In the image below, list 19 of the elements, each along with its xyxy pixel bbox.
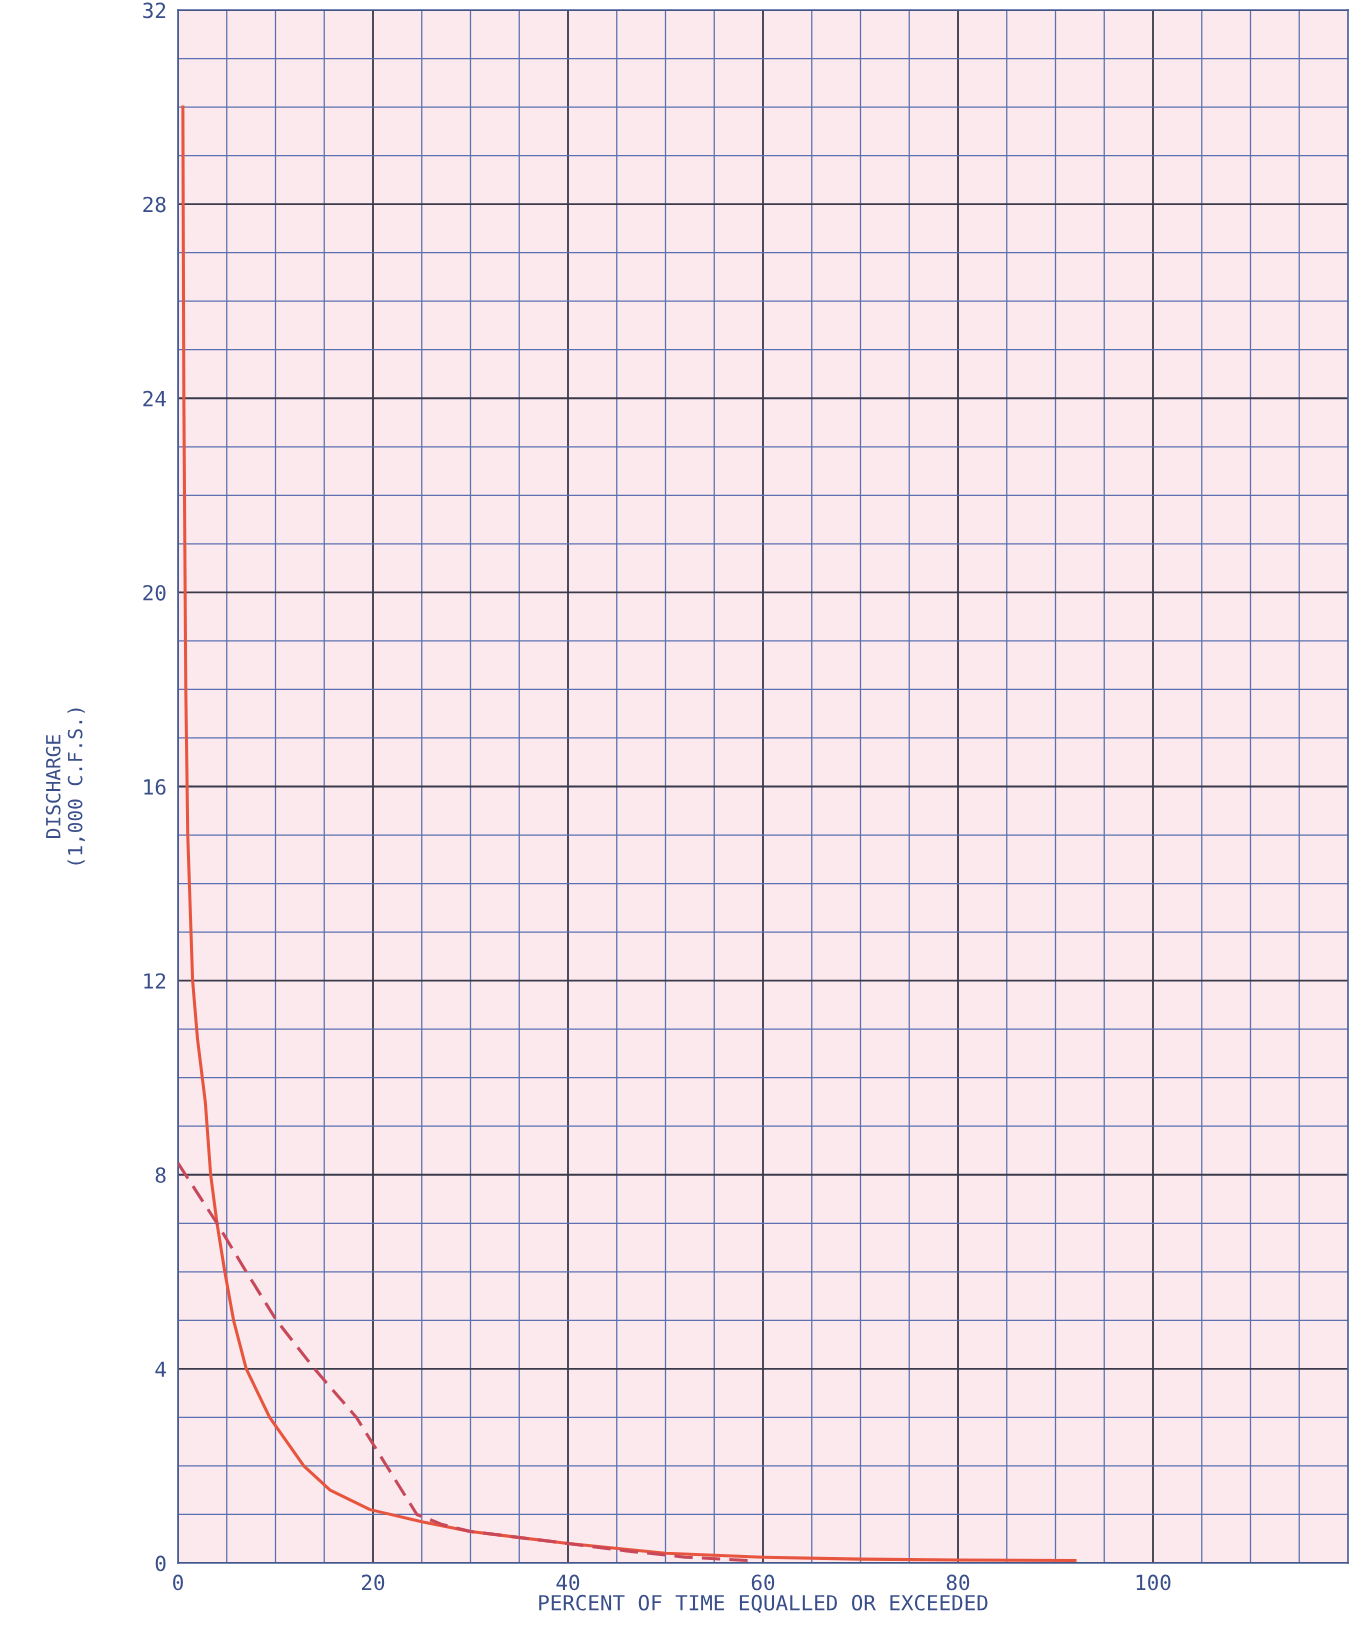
y-tick-label: 12 <box>144 973 166 989</box>
y-tick-label: 20 <box>143 584 166 601</box>
x-tick-label: 0 <box>173 1574 183 1591</box>
x-tick-label: 100 <box>1136 1574 1171 1591</box>
y-tick-label: 32 <box>143 2 166 19</box>
y-axis-title: DISCHARGE (1,000 C.F.S.) <box>45 708 85 865</box>
x-tick-label: 20 <box>362 1574 385 1591</box>
x-axis-title: PERCENT OF TIME EQUALLED OR EXCEEDED <box>539 1594 988 1614</box>
y-tick-label: 4 <box>155 1361 166 1377</box>
y-tick-label: 0 <box>155 1555 166 1572</box>
x-tick-label: 80 <box>946 1574 970 1591</box>
x-tick-label: 40 <box>556 1574 580 1591</box>
y-tick-label: 8 <box>155 1167 166 1184</box>
y-tick-label: 24 <box>143 390 166 407</box>
y-tick-label: 28 <box>143 196 166 213</box>
line-series <box>181 105 1077 1563</box>
x-tick-label: 60 <box>751 1574 775 1591</box>
line-series <box>178 1161 750 1563</box>
y-tick-label: 16 <box>144 779 166 795</box>
